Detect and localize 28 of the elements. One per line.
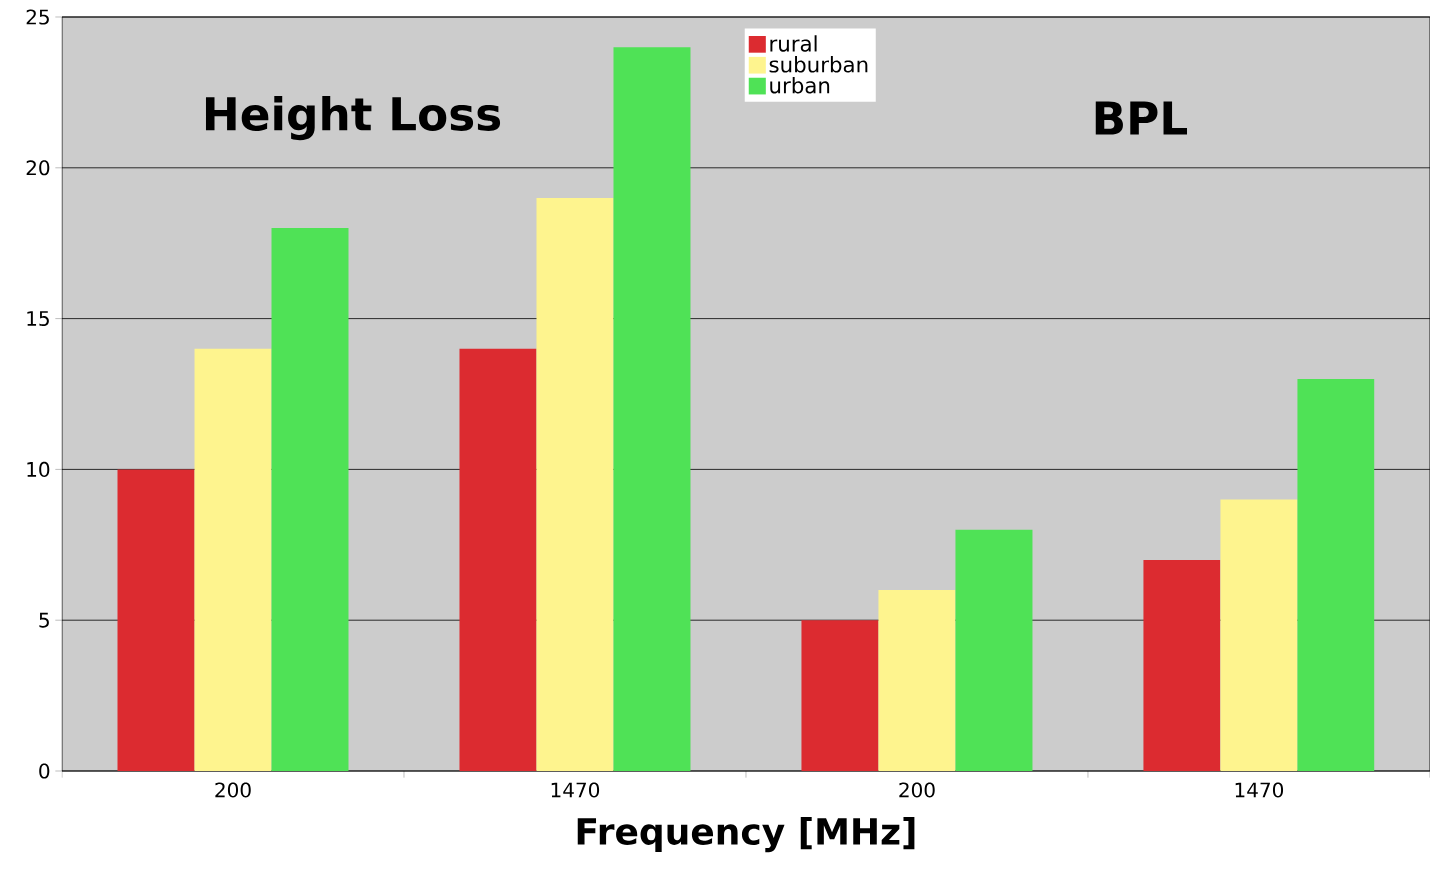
x-tick-label: 200	[215, 782, 251, 798]
x-tick-label: 200	[899, 782, 935, 798]
bar	[117, 469, 195, 771]
annotation: Height Loss	[205, 95, 501, 141]
legend-label: urban	[770, 76, 830, 94]
x-tick-label: 1470	[1235, 782, 1284, 798]
bar	[1297, 378, 1375, 771]
legend-label: suburban	[769, 56, 868, 73]
bar	[1143, 559, 1221, 771]
bar	[1220, 499, 1298, 771]
y-tick-label: 5	[39, 612, 49, 628]
bar	[878, 590, 956, 771]
y-tick-label: 25	[26, 9, 49, 25]
bar	[801, 620, 879, 771]
bar	[459, 348, 537, 771]
y-tick-label: 20	[26, 160, 50, 176]
bar	[194, 348, 272, 771]
legend-label: rural	[770, 35, 817, 52]
y-tick-label: 10	[27, 461, 50, 477]
x-tick-label: 1470	[551, 782, 600, 798]
bar	[955, 529, 1033, 771]
annotation: BPL	[1095, 101, 1188, 135]
x-axis-title: Frequency [MHz]	[577, 817, 915, 853]
bar	[536, 197, 614, 771]
y-tick-label: 15	[27, 311, 49, 327]
bar	[613, 47, 691, 771]
bar	[271, 228, 349, 771]
y-tick-label: 0	[39, 763, 50, 779]
